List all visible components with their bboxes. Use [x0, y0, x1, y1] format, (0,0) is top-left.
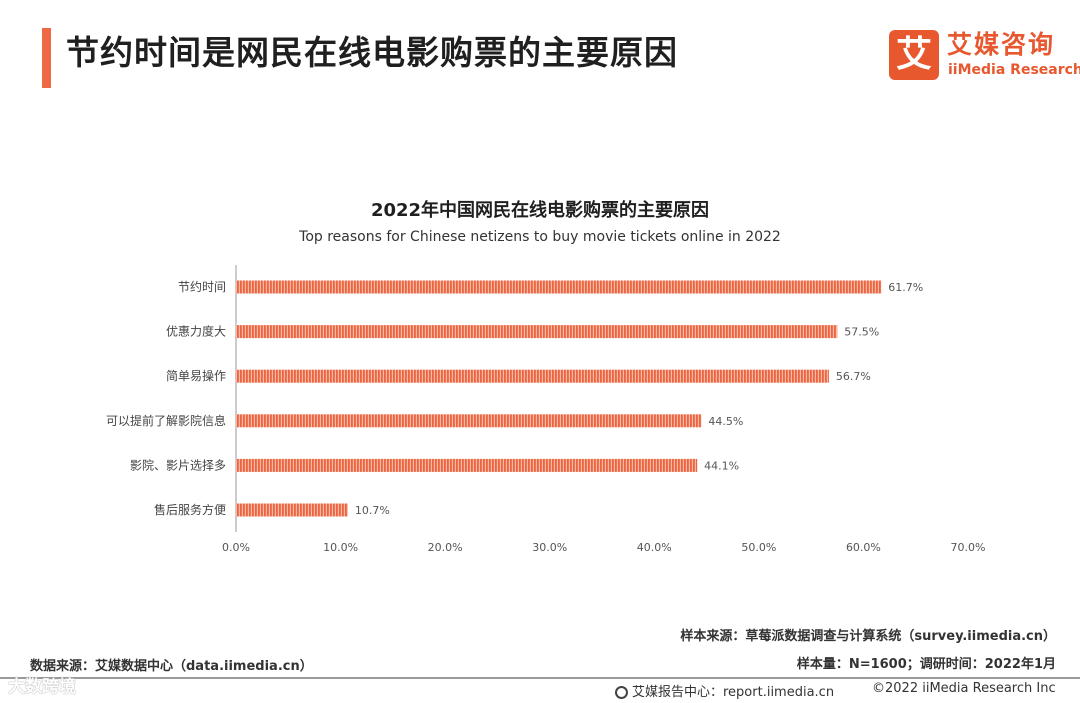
bar-6: [236, 503, 348, 517]
x-tick-label-7: 60.0%: [846, 541, 881, 554]
category-label-1: 节约时间: [178, 279, 226, 294]
x-tick-label-4: 30.0%: [532, 541, 567, 554]
bar-5: [236, 458, 698, 472]
value-label-6: 10.7%: [355, 504, 390, 517]
x-tick-label-3: 20.0%: [428, 541, 463, 554]
report-center: 艾媒报告中心：report.iimedia.cn: [615, 681, 834, 700]
x-tick-label-1: 0.0%: [222, 541, 250, 554]
copyright: ©2022 iiMedia Research Inc: [872, 681, 1056, 696]
category-label-2: 优惠力度大: [166, 324, 226, 339]
value-label-2: 57.5%: [844, 326, 879, 339]
page-title: 节约时间是网民在线电影购票的主要原因: [66, 33, 678, 72]
data-source: 数据来源：艾媒数据中心（data.iimedia.cn）: [30, 659, 313, 674]
category-label-5: 影院、影片选择多: [130, 458, 226, 472]
sample-source: 样本来源：草莓派数据调查与计算系统（survey.iimedia.cn）: [680, 629, 1056, 644]
value-label-1: 61.7%: [888, 281, 923, 294]
x-tick-label-6: 50.0%: [741, 541, 776, 554]
bar-3: [236, 369, 829, 383]
chart-subtitle: Top reasons for Chinese netizens to buy …: [299, 229, 781, 245]
category-label-6: 售后服务方便: [154, 502, 226, 517]
category-label-3: 简单易操作: [166, 368, 226, 383]
value-label-5: 44.1%: [704, 459, 739, 472]
x-tick-label-5: 40.0%: [637, 541, 672, 554]
globe-icon: [615, 686, 628, 699]
x-tick-label-8: 70.0%: [951, 541, 986, 554]
value-label-3: 56.7%: [836, 370, 871, 383]
logo-name-cn: 艾媒咨询: [947, 30, 1056, 59]
watermark: 大数跨境: [8, 677, 76, 697]
logo-name-en: iiMedia Research: [948, 62, 1080, 78]
category-label-4: 可以提前了解影院信息: [106, 413, 226, 428]
footer-divider: [0, 677, 1080, 679]
bar-2: [236, 325, 838, 339]
bar-4: [236, 414, 702, 428]
report-center-text: 艾媒报告中心：report.iimedia.cn: [632, 685, 835, 700]
x-tick-label-2: 10.0%: [323, 541, 358, 554]
value-label-4: 44.5%: [708, 415, 743, 428]
sample-size: 样本量：N=1600；调研时间：2022年1月: [796, 657, 1056, 672]
logo-mark: 艾: [889, 30, 939, 80]
chart-title: 2022年中国网民在线电影购票的主要原因: [370, 200, 710, 221]
title-accent-bar: [42, 28, 51, 88]
bar-1: [236, 280, 882, 294]
iimedia-logo: 艾 艾媒咨询 iiMedia Research: [889, 30, 1080, 82]
